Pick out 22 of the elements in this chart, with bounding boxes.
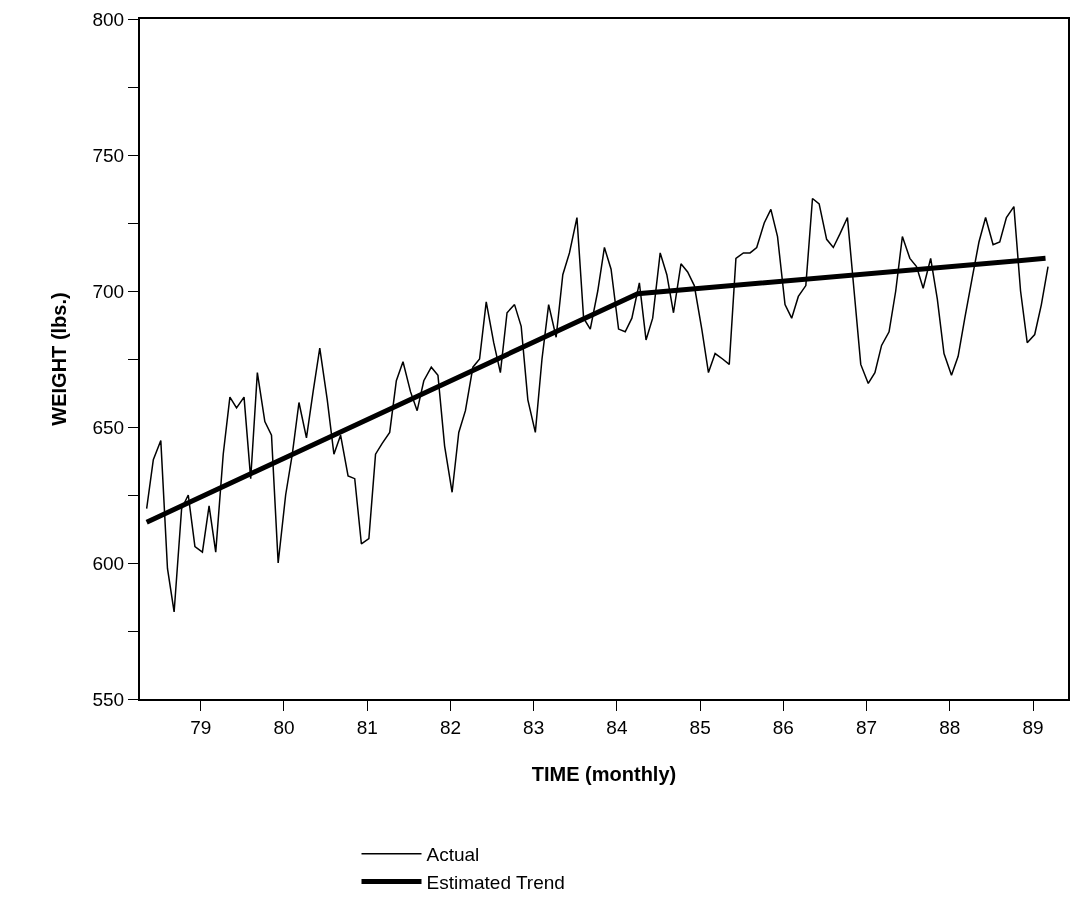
legend-label: Actual bbox=[426, 844, 480, 866]
y-axis-title: WEIGHT (lbs.) bbox=[48, 292, 71, 426]
x-tick-label: 83 bbox=[523, 716, 545, 738]
y-tick-label: 550 bbox=[92, 688, 125, 710]
y-tick-label: 700 bbox=[92, 280, 125, 302]
x-tick-label: 82 bbox=[439, 716, 462, 738]
x-tick-label: 86 bbox=[772, 716, 794, 738]
x-tick-label: 85 bbox=[689, 716, 711, 738]
x-tick-label: 89 bbox=[1022, 716, 1044, 738]
x-tick-label: 80 bbox=[273, 716, 295, 738]
x-tick-label: 79 bbox=[190, 716, 212, 738]
legend-label: Estimated Trend bbox=[426, 871, 565, 893]
x-tick-label: 81 bbox=[356, 716, 378, 738]
y-tick-label: 600 bbox=[92, 552, 125, 574]
x-axis-title: TIME (monthly) bbox=[531, 762, 677, 785]
line-series bbox=[145, 197, 1049, 613]
x-tick-label: 84 bbox=[606, 716, 628, 738]
y-tick-label: 800 bbox=[92, 8, 125, 30]
x-tick-label: 88 bbox=[939, 716, 961, 738]
y-tick-label: 750 bbox=[92, 144, 125, 166]
y-tick-label: 650 bbox=[92, 416, 125, 438]
x-tick-label: 87 bbox=[856, 716, 878, 738]
